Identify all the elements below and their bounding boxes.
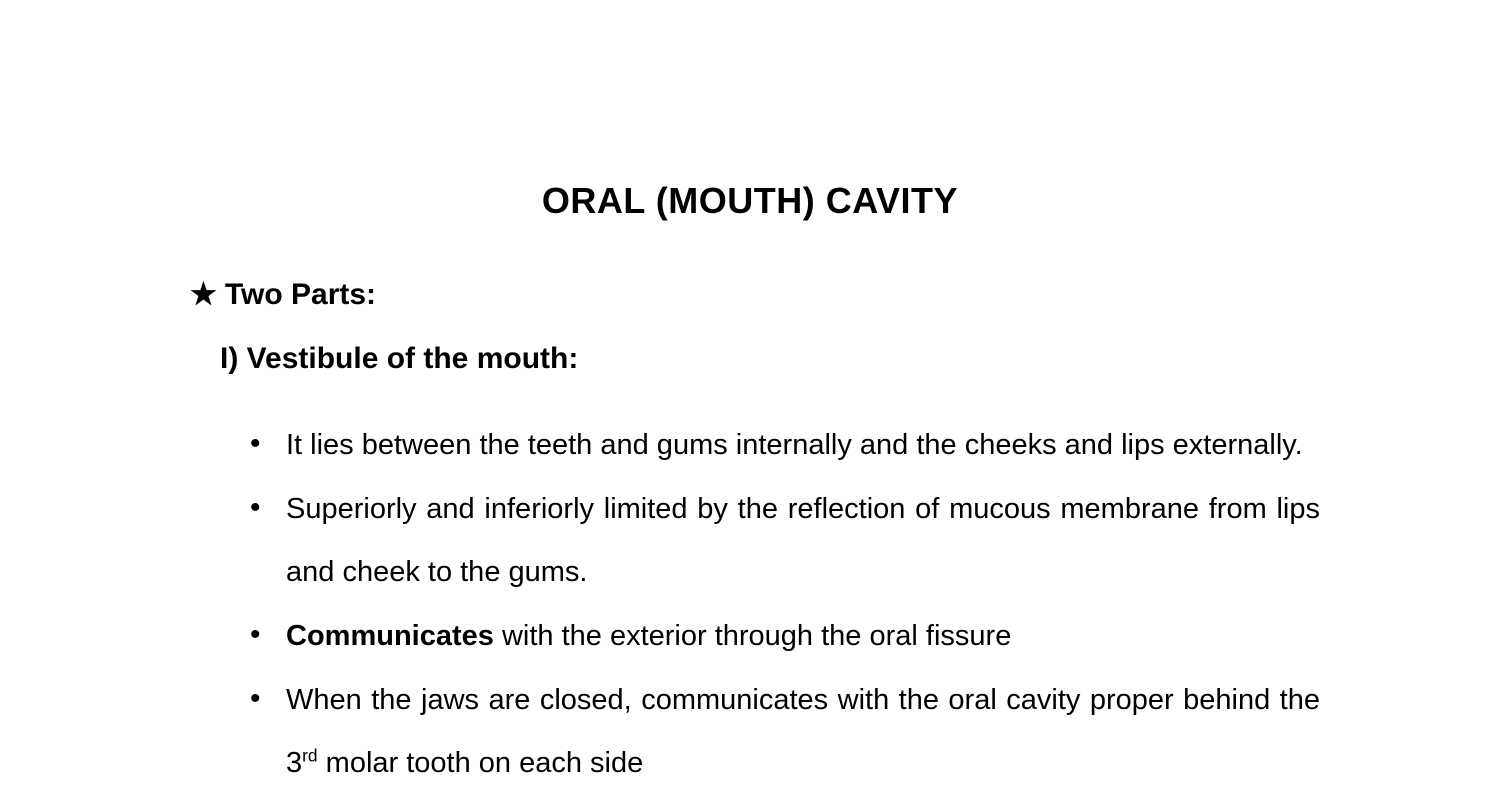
list-item: Superiorly and inferiorly limited by the… bbox=[250, 478, 1320, 603]
bullet-text: It lies between the teeth and gums inter… bbox=[286, 429, 1303, 461]
list-item: It lies between the teeth and gums inter… bbox=[250, 414, 1320, 476]
bullet-text: with the exterior through the oral fissu… bbox=[494, 620, 1011, 652]
bullet-bold: Communicates bbox=[286, 620, 494, 652]
two-parts-line: ★Two Parts: bbox=[190, 277, 1320, 312]
bullet-text: Superiorly and inferiorly limited by the… bbox=[286, 493, 1320, 587]
list-item: Communicates with the exterior through t… bbox=[250, 605, 1320, 667]
ordinal-superscript: rd bbox=[302, 745, 317, 765]
document-page: ORAL (MOUTH) CAVITY ★Two Parts: I) Vesti… bbox=[0, 0, 1500, 785]
bullet-text: molar tooth on each side bbox=[318, 747, 644, 779]
bullet-list: It lies between the teeth and gums inter… bbox=[250, 414, 1320, 785]
section-heading-vestibule: I) Vestibule of the mouth: bbox=[220, 342, 1320, 376]
list-item: When the jaws are closed, communicates w… bbox=[250, 669, 1320, 785]
two-parts-label: Two Parts: bbox=[225, 278, 376, 311]
page-title: ORAL (MOUTH) CAVITY bbox=[180, 180, 1320, 222]
star-icon: ★ bbox=[190, 278, 217, 311]
